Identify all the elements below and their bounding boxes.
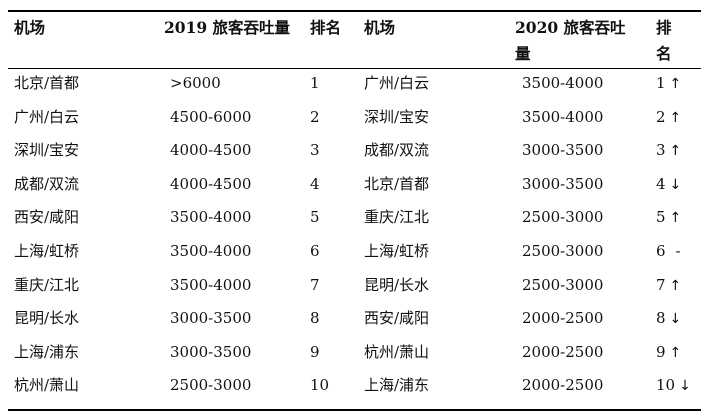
cell-rank-2020: 4 ↓ xyxy=(656,172,681,197)
cell-rank-2020: 6- xyxy=(656,239,681,264)
cell-passengers-2019: 3500-4000 xyxy=(170,275,252,294)
rank-2020-value: 1 xyxy=(656,74,666,92)
cell-rank-2020: 8 ↓ xyxy=(656,306,681,331)
arrow-up-icon: ↑ xyxy=(669,76,682,92)
cell-passengers-2020: 2500-3000 xyxy=(522,208,604,227)
cell-passengers-2019: 3000-3500 xyxy=(170,309,252,328)
cell-rank-2019: 6 xyxy=(310,242,320,260)
cell-airport-2020: 成都/双流 xyxy=(364,141,430,160)
cell-airport-2020: 西安/咸阳 xyxy=(364,309,430,328)
cell-airport-2019: 广州/白云 xyxy=(14,107,80,126)
header-rank-2020-wrap: 名 xyxy=(656,44,672,63)
arrow-up-icon: ↑ xyxy=(669,344,682,361)
cell-airport-2019: 西安/咸阳 xyxy=(14,208,80,227)
cell-passengers-2019: 2500-3000 xyxy=(170,376,252,395)
cell-airport-2020: 北京/首都 xyxy=(364,174,430,193)
cell-rank-2020: 1 ↑ xyxy=(656,71,681,96)
cell-rank-2019: 3 xyxy=(310,141,320,160)
cell-rank-2019: 7 xyxy=(310,275,320,294)
cell-passengers-2020: 3000-3500 xyxy=(522,174,604,193)
rank-2020-value: 4 xyxy=(656,174,666,193)
cell-rank-2020: 5 ↑ xyxy=(656,205,681,230)
cell-rank-2019: 2 xyxy=(310,107,320,126)
cell-rank-2019: 8 xyxy=(310,309,320,328)
rank-2020-value: 6 xyxy=(656,242,666,260)
cell-passengers-2019: 3500-4000 xyxy=(170,242,252,260)
arrow-up-icon: ↑ xyxy=(669,277,682,294)
cell-passengers-2019: 3500-4000 xyxy=(170,208,252,227)
header-airport-2020: 机场 xyxy=(364,18,396,37)
rank-2020-value: 9 xyxy=(656,342,666,361)
cell-airport-2020: 上海/浦东 xyxy=(364,376,430,395)
cell-passengers-2019: 3000-3500 xyxy=(170,342,252,361)
cell-airport-2019: 北京/首都 xyxy=(14,74,80,92)
header-rank-2020: 排 xyxy=(656,18,672,37)
cell-passengers-2019: >6000 xyxy=(170,74,221,92)
cell-passengers-2020: 3500-4000 xyxy=(522,107,604,126)
rank-2020-value: 8 xyxy=(656,309,666,328)
cell-rank-2019: 5 xyxy=(310,208,320,227)
cell-airport-2020: 深圳/宝安 xyxy=(364,107,430,126)
cell-rank-2020: 2 ↑ xyxy=(656,105,681,130)
cell-rank-2020: 9 ↑ xyxy=(656,340,681,365)
cell-rank-2020: 10 ↓ xyxy=(656,373,691,398)
rank-2020-value: 3 xyxy=(656,141,666,160)
cell-airport-2020: 重庆/江北 xyxy=(364,208,430,227)
rank-2020-value: 7 xyxy=(656,275,666,294)
arrow-down-icon: ↓ xyxy=(669,311,682,328)
header-separator xyxy=(8,68,701,69)
cell-airport-2019: 上海/虹桥 xyxy=(14,242,80,260)
header-rank-2019: 排名 xyxy=(310,18,342,37)
rank-2020-value: 5 xyxy=(656,208,666,227)
cell-rank-2020: 3 ↑ xyxy=(656,138,681,163)
arrow-up-icon: ↑ xyxy=(669,109,682,126)
cell-airport-2019: 上海/浦东 xyxy=(14,342,80,361)
cell-passengers-2020: 2500-3000 xyxy=(522,242,604,260)
cell-passengers-2019: 4000-4500 xyxy=(170,141,252,160)
cell-rank-2019: 9 xyxy=(310,342,320,361)
cell-airport-2019: 昆明/长水 xyxy=(14,309,80,328)
cell-passengers-2019: 4500-6000 xyxy=(170,107,252,126)
cell-passengers-2020: 2500-3000 xyxy=(522,275,604,294)
arrow-up-icon: ↑ xyxy=(669,210,682,227)
arrow-down-icon: ↓ xyxy=(679,378,691,395)
cell-rank-2019: 10 xyxy=(310,376,330,395)
arrow-down-icon: ↓ xyxy=(669,176,682,193)
cell-passengers-2020: 2000-2500 xyxy=(522,342,604,361)
cell-airport-2019: 重庆/江北 xyxy=(14,275,80,294)
cell-passengers-2020: 3000-3500 xyxy=(522,141,604,160)
cell-airport-2019: 杭州/萧山 xyxy=(14,376,80,395)
cell-rank-2019: 1 xyxy=(310,74,320,92)
cell-airport-2019: 成都/双流 xyxy=(14,174,80,193)
header-airport-2019: 机场 xyxy=(14,18,46,37)
cell-airport-2020: 广州/白云 xyxy=(364,74,430,92)
cell-passengers-2020: 2000-2500 xyxy=(522,309,604,328)
cell-passengers-2020: 3500-4000 xyxy=(522,74,604,92)
header-passengers-2020: 2020 旅客吞吐 xyxy=(515,18,626,37)
dash-icon: - xyxy=(675,244,681,260)
cell-airport-2019: 深圳/宝安 xyxy=(14,141,80,160)
cell-airport-2020: 昆明/长水 xyxy=(364,275,430,294)
cell-airport-2020: 杭州/萧山 xyxy=(364,342,430,361)
cell-airport-2020: 上海/虹桥 xyxy=(364,242,430,260)
header-passengers-2020-wrap: 量 xyxy=(515,44,531,63)
cell-passengers-2019: 4000-4500 xyxy=(170,174,252,193)
header-passengers-2019: 2019 旅客吞吐量 xyxy=(164,18,291,37)
rank-2020-value: 2 xyxy=(656,107,666,126)
cell-passengers-2020: 2000-2500 xyxy=(522,376,604,395)
airport-ranking-table: 机场 2019 旅客吞吐量 排名 机场 2020 旅客吞吐 量 排 名 北京/首… xyxy=(8,10,701,411)
cell-rank-2019: 4 xyxy=(310,174,320,193)
cell-rank-2020: 7 ↑ xyxy=(656,273,681,298)
arrow-up-icon: ↑ xyxy=(669,143,682,160)
rank-2020-value: 10 xyxy=(656,376,676,395)
